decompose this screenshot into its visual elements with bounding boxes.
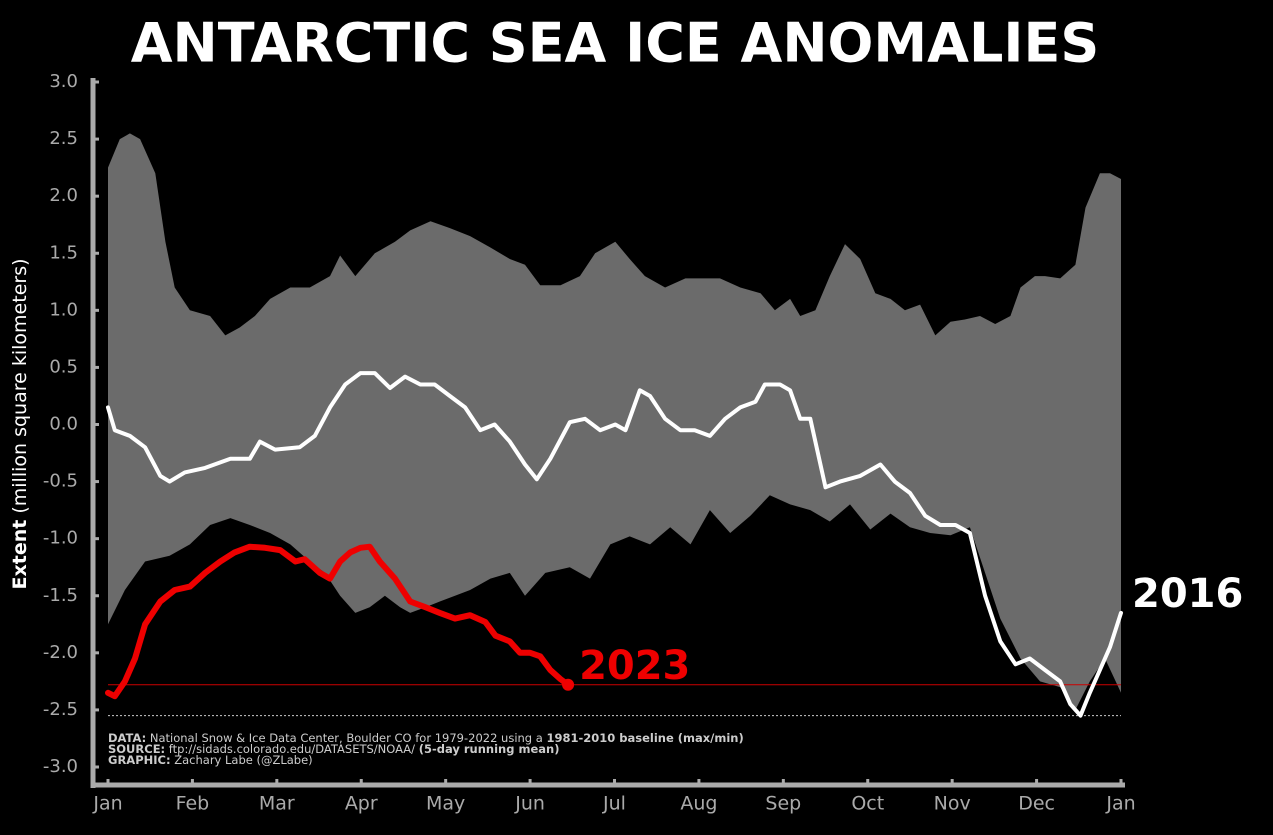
note-emphasis: 1981-2010 baseline (max/min) [546, 731, 743, 745]
note-text: ftp://sidads.colorado.edu/DATASETS/NOAA/ [165, 742, 419, 756]
y-axis-label: Extent (million square kilometers) [9, 258, 31, 589]
series-label: 2023 [579, 643, 690, 689]
y-tick-label: -3.0 [43, 756, 78, 777]
y-axis-label-bold: Extent [9, 520, 31, 590]
note-text: National Snow & Ice Data Center, Boulder… [146, 731, 546, 745]
y-tick-label: 0.0 [49, 414, 78, 435]
x-tick-label: Feb [176, 793, 210, 815]
range-area [108, 495, 1121, 767]
y-axis-label-text: (million square kilometers) [9, 258, 31, 519]
x-tick-label: Jul [602, 793, 626, 815]
y-tick-label: -2.5 [43, 699, 78, 720]
note-label: SOURCE: [108, 742, 165, 756]
y-tick-label: -0.5 [43, 471, 78, 492]
y-tick-label: -2.0 [43, 642, 78, 663]
y-tick-label: 0.5 [49, 356, 78, 377]
y-tick-label: 1.0 [49, 299, 78, 320]
x-tick-label: May [426, 793, 465, 815]
x-tick-label: Nov [934, 793, 971, 815]
x-tick-label: Dec [1018, 793, 1055, 815]
y-tick-label: 1.5 [49, 242, 78, 263]
x-tick-label: Jan [1105, 793, 1135, 815]
plot-area [105, 133, 1123, 767]
x-tick-label: Mar [259, 793, 295, 815]
x-tick-label: Aug [680, 793, 717, 815]
note: GRAPHIC: Zachary Labe (@ZLabe) [108, 753, 313, 767]
x-tick-label: Sep [765, 793, 801, 815]
y-tick-label: -1.5 [43, 585, 78, 606]
series-line [106, 371, 1123, 718]
x-tick-label: Jan [92, 793, 122, 815]
x-tick-label: Jun [514, 793, 545, 815]
x-tick-label: Oct [851, 793, 884, 815]
series-line [105, 543, 572, 700]
note-label: GRAPHIC: [108, 753, 171, 767]
y-tick-label: 2.0 [49, 185, 78, 206]
note: SOURCE: ftp://sidads.colorado.edu/DATASE… [108, 742, 559, 756]
note-label: DATA: [108, 731, 146, 745]
y-tick-label: 3.0 [49, 71, 78, 92]
x-tick-label: Apr [345, 793, 378, 815]
end-point [562, 678, 575, 691]
note-emphasis: (5-day running mean) [419, 742, 560, 756]
y-tick-label: -1.0 [43, 528, 78, 549]
y-tick-label: 2.5 [49, 128, 78, 149]
chart-title: ANTARCTIC SEA ICE ANOMALIES [131, 12, 1099, 75]
note-text: Zachary Labe (@ZLabe) [171, 753, 313, 767]
note: DATA: National Snow & Ice Data Center, B… [108, 731, 744, 745]
series-label: 2016 [1132, 571, 1243, 617]
